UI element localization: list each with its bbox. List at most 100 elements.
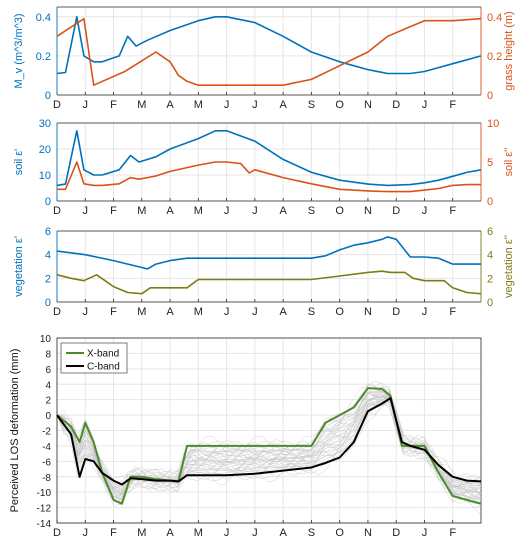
panel-vegetation-permittivity: D J F M A M J J A S O N D J F 0 2 4 6 0 2 4 6 vegetation ε' vege… [13, 226, 515, 318]
y-tick-label: -8 [42, 473, 51, 484]
x-tick-label: A [279, 306, 287, 318]
y-tick-label-right: 0 [487, 297, 493, 309]
x-tick-label: S [308, 527, 315, 539]
y-tick-label-left: 10 [39, 170, 51, 182]
y-tick-label: -14 [37, 519, 52, 530]
plot-frame [56, 337, 482, 524]
y-tick-label-right: 5 [487, 157, 493, 169]
x-tick-label: O [335, 99, 344, 111]
series-line-right [56, 270, 482, 295]
x-tick-label: D [392, 306, 400, 318]
x-tick-label: J [422, 306, 428, 318]
x-tick-label: O [335, 205, 344, 217]
x-tick-label: N [364, 205, 372, 217]
y-tick-label-right: 0 [487, 196, 493, 208]
x-tick-label: F [449, 527, 456, 539]
y-tick-label-left: 0 [45, 297, 51, 309]
x-tick-label: J [83, 306, 89, 318]
x-tick-label: F [449, 306, 456, 318]
y-tick-label-right: 2 [487, 273, 493, 285]
y-axis-label-left: M_v (m^3/m^3) [13, 13, 25, 88]
y-tick-label: -4 [42, 442, 51, 453]
x-tick-label: S [308, 306, 315, 318]
x-tick-label: J [252, 205, 258, 217]
x-tick-label: D [392, 205, 400, 217]
x-tick-label: J [422, 205, 428, 217]
y-tick-label: 0 [45, 411, 51, 422]
x-tick-label: J [224, 205, 230, 217]
x-tick-label: F [449, 99, 456, 111]
series-line-left [56, 130, 482, 187]
x-tick-label: O [335, 306, 344, 318]
y-tick-label-left: 0 [45, 90, 51, 102]
y-tick-label: -10 [37, 488, 52, 499]
x-tick-label: A [166, 527, 174, 539]
x-tick-label: J [83, 527, 89, 539]
y-tick-label: -12 [37, 504, 52, 515]
y-tick-label-left: 0.2 [36, 51, 51, 63]
y-axis-label-right: grass height (m) [503, 11, 515, 90]
x-tick-label: A [279, 527, 287, 539]
y-tick-label: 6 [45, 365, 51, 376]
y-tick-label-left: 4 [45, 250, 51, 262]
x-tick-label: D [392, 99, 400, 111]
y-axis-label-right: soil ε'' [503, 148, 515, 177]
y-tick-label-left: 6 [45, 226, 51, 238]
x-tick-label: M [194, 527, 203, 539]
trace-line [56, 398, 482, 489]
legend: X-band C-band [60, 342, 128, 374]
x-tick-label: A [279, 99, 287, 111]
panel-los-deformation: D J F M A M J J A S O N D J F 10 8 6 4 2 0 -2 -4 -6 -8 -10 -12 -14 X… [9, 334, 482, 539]
trace-line [56, 392, 482, 489]
y-tick-label: -6 [42, 457, 51, 468]
x-tick-label: A [166, 205, 174, 217]
x-tick-label: J [252, 306, 258, 318]
y-tick-label: 10 [40, 334, 52, 345]
x-tick-label: J [224, 306, 230, 318]
x-tick-label: J [252, 527, 258, 539]
series-line-right [57, 161, 481, 193]
y-tick-label-left: 30 [39, 118, 51, 130]
y-tick-label: 8 [45, 349, 51, 360]
x-tick-label: M [137, 205, 146, 217]
y-tick-label: 4 [45, 380, 51, 391]
x-tick-label: D [53, 99, 61, 111]
trace-line [56, 394, 482, 508]
x-tick-label: F [449, 205, 456, 217]
x-tick-label: S [308, 205, 315, 217]
x-tick-label: J [252, 99, 258, 111]
x-tick-label: M [194, 306, 203, 318]
legend-box [60, 342, 128, 374]
series-line-c-band [56, 397, 482, 486]
y-tick-label: -2 [42, 427, 51, 438]
x-tick-label: D [392, 527, 400, 539]
panel-soil-moisture-grass-height: D J F M A M J J A S O N D J F 0 0.2 0.4 0 0.2 0.4 M_v (m^3/m^… [13, 6, 515, 111]
y-tick-label-right: 10 [487, 118, 499, 130]
x-tick-label: N [364, 99, 372, 111]
x-tick-label: D [53, 205, 61, 217]
y-tick-label-left: 0 [45, 196, 51, 208]
x-tick-label: M [137, 527, 146, 539]
trace-line [56, 394, 482, 490]
legend-label: C-band [87, 362, 120, 373]
series-line-left [56, 16, 482, 75]
y-tick-label-right: 0 [487, 90, 493, 102]
x-tick-label: F [110, 205, 117, 217]
x-tick-label: J [224, 99, 230, 111]
x-tick-label: J [224, 527, 230, 539]
y-axis-label-left: vegetation ε' [13, 236, 25, 297]
y-tick-label-right: 0.4 [487, 12, 502, 24]
x-tick-label: O [335, 527, 344, 539]
y-tick-label-left: 2 [45, 273, 51, 285]
panel-soil-permittivity: D J F M A M J J A S O N D J F 0 10 20 30 0 5 10 soil ε' soil ε'… [13, 118, 515, 217]
x-tick-label: F [110, 99, 117, 111]
y-axis-label-left: soil ε' [13, 149, 25, 176]
trace-line [56, 389, 482, 496]
x-tick-label: J [83, 99, 89, 111]
x-tick-label: A [166, 306, 174, 318]
x-tick-label: J [422, 99, 428, 111]
trace-line [56, 396, 482, 488]
x-tick-label: D [53, 527, 61, 539]
trace-line [56, 385, 482, 515]
